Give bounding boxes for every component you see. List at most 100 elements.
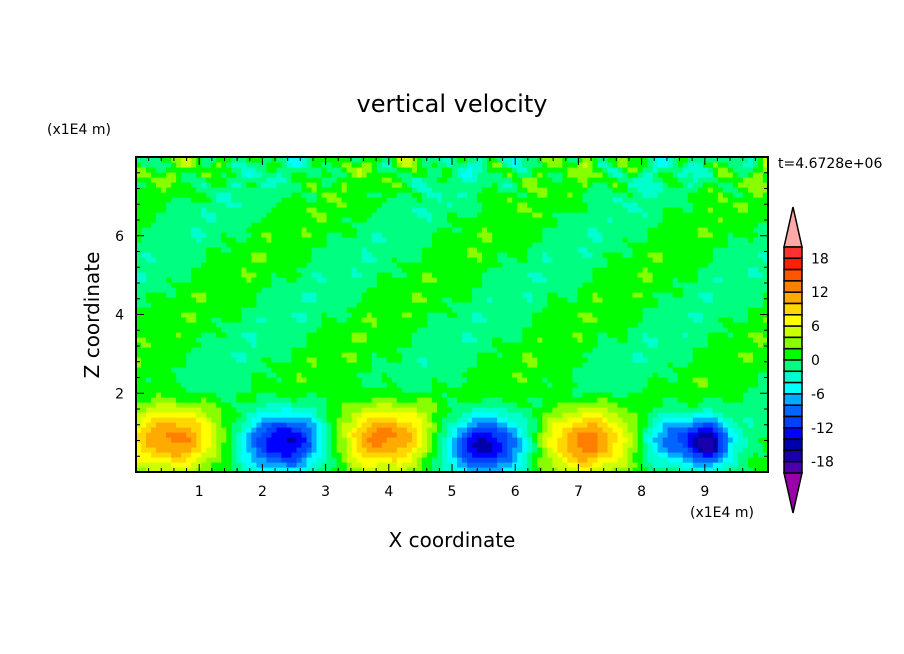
heatmap-cell: [246, 332, 252, 338]
heatmap-cell: [692, 437, 699, 443]
heatmap-cell: [276, 432, 283, 438]
heatmap-cell: [191, 312, 197, 318]
heatmap-cell: [502, 317, 508, 323]
heatmap-cell: [441, 447, 448, 453]
heatmap-cell: [472, 447, 478, 453]
heatmap-cell: [306, 462, 313, 468]
heatmap-cell: [236, 382, 242, 388]
heatmap-cell: [206, 342, 212, 348]
heatmap-cell: [366, 392, 373, 398]
heatmap-cell: [381, 427, 388, 433]
heatmap-cell: [296, 297, 303, 303]
heatmap-cell: [351, 352, 358, 358]
heatmap-cell: [371, 292, 378, 298]
heatmap-cell: [622, 427, 629, 433]
heatmap-cell: [657, 442, 664, 448]
heatmap-cell: [336, 342, 343, 348]
heatmap-cell: [351, 457, 358, 463]
heatmap-cell: [757, 422, 764, 428]
heatmap-cell: [637, 397, 644, 403]
heatmap-cell: [171, 292, 177, 298]
heatmap-cell: [742, 287, 749, 293]
heatmap-cell: [396, 367, 403, 373]
heatmap-cell: [592, 412, 599, 418]
heatmap-cell: [487, 362, 493, 368]
heatmap-cell: [717, 427, 724, 433]
heatmap-cell: [311, 397, 318, 403]
heatmap-cell: [141, 422, 147, 428]
heatmap-cell: [567, 382, 573, 388]
heatmap-cell: [737, 422, 744, 428]
heatmap-cell: [336, 407, 343, 413]
heatmap-cell: [346, 467, 353, 473]
heatmap-cell: [497, 292, 503, 298]
heatmap-cell: [271, 382, 278, 388]
heatmap-cell: [401, 352, 408, 358]
heatmap-cell: [497, 467, 503, 473]
heatmap-cell: [291, 417, 298, 423]
heatmap-cell: [246, 362, 252, 368]
heatmap-cell: [161, 317, 167, 323]
heatmap-cell: [176, 387, 182, 393]
heatmap-cell: [502, 277, 508, 283]
heatmap-cell: [331, 467, 338, 473]
heatmap-cell: [477, 362, 483, 368]
heatmap-cell: [652, 282, 659, 288]
heatmap-cell: [487, 357, 493, 363]
heatmap-cell: [426, 337, 433, 343]
heatmap-cell: [336, 317, 343, 323]
heatmap-cell: [431, 427, 438, 433]
heatmap-cell: [682, 347, 689, 353]
heatmap-cell: [176, 402, 182, 408]
heatmap-cell: [632, 467, 639, 473]
heatmap-cell: [411, 432, 418, 438]
heatmap-cell: [446, 432, 453, 438]
heatmap-cell: [341, 462, 348, 468]
heatmap-cell: [296, 462, 303, 468]
heatmap-cell: [637, 402, 644, 408]
heatmap-cell: [446, 372, 453, 378]
heatmap-cell: [241, 297, 247, 303]
heatmap-cell: [467, 392, 473, 398]
heatmap-cell: [286, 342, 293, 348]
heatmap-cell: [472, 412, 478, 418]
heatmap-cell: [577, 347, 584, 353]
heatmap-cell: [431, 407, 438, 413]
heatmap-cell: [176, 342, 182, 348]
heatmap-cell: [567, 407, 573, 413]
heatmap-cell: [246, 292, 252, 298]
heatmap-cell: [281, 367, 288, 373]
heatmap-cell: [537, 287, 543, 293]
heatmap-cell: [597, 462, 604, 468]
heatmap-cell: [181, 412, 187, 418]
heatmap-cell: [752, 392, 759, 398]
heatmap-cell: [371, 392, 378, 398]
heatmap-cell: [336, 272, 343, 278]
heatmap-cell: [537, 352, 543, 358]
heatmap-cell: [326, 347, 333, 353]
heatmap-cell: [552, 417, 558, 423]
heatmap-cell: [431, 387, 438, 393]
heatmap-cell: [406, 342, 413, 348]
heatmap-cell: [266, 272, 273, 278]
heatmap-cell: [386, 407, 393, 413]
heatmap-cell: [547, 347, 553, 353]
heatmap-cell: [396, 447, 403, 453]
heatmap-cell: [707, 402, 714, 408]
heatmap-cell: [191, 347, 197, 353]
heatmap-cell: [532, 352, 538, 358]
heatmap-cell: [512, 427, 518, 433]
heatmap-cell: [577, 282, 584, 288]
heatmap-cell: [306, 452, 313, 458]
heatmap-cell: [251, 347, 257, 353]
heatmap-cell: [371, 282, 378, 288]
heatmap-cell: [557, 462, 563, 468]
heatmap-cell: [146, 407, 152, 413]
heatmap-cell: [186, 292, 192, 298]
heatmap-cell: [462, 457, 468, 463]
heatmap-cell: [687, 447, 694, 453]
heatmap-cell: [612, 382, 619, 388]
heatmap-cell: [717, 432, 724, 438]
heatmap-cell: [537, 432, 543, 438]
heatmap-cell: [386, 432, 393, 438]
